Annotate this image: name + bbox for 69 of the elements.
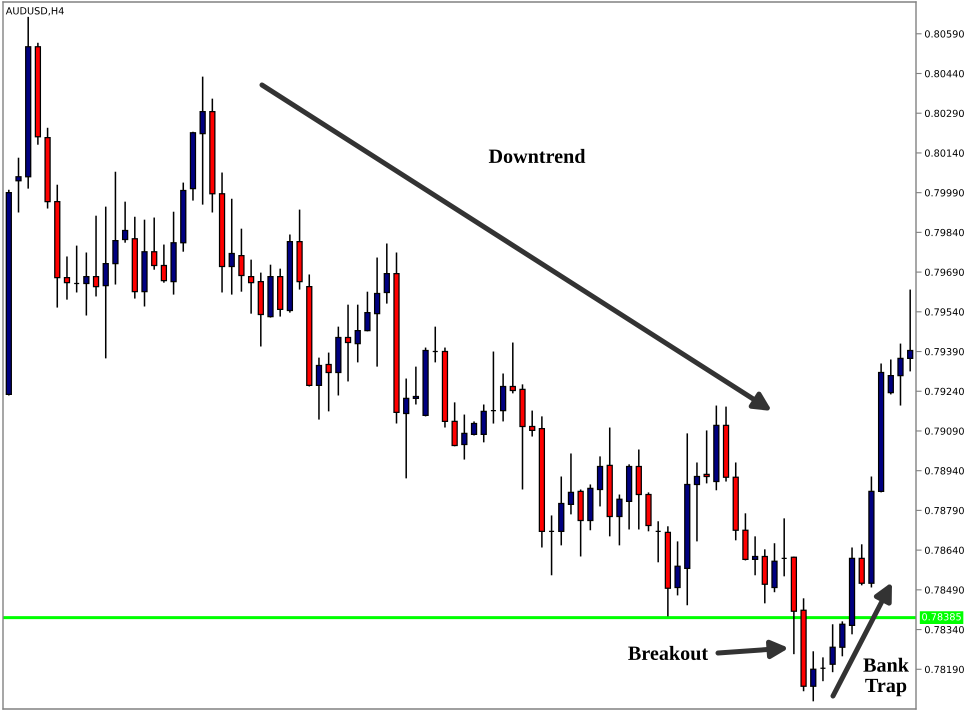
candlestick	[248, 258, 254, 314]
candlestick	[403, 378, 410, 480]
ref-line-label: 0.78385	[922, 613, 961, 620]
candlestick	[752, 536, 758, 576]
y-tick-label: 0.78640	[924, 546, 964, 554]
candlestick	[897, 342, 904, 406]
candlestick	[316, 356, 322, 420]
candlestick	[112, 170, 119, 286]
candlestick	[830, 624, 836, 673]
candlestick	[596, 456, 604, 508]
y-tick-label: 0.79240	[924, 388, 964, 396]
candlestick	[820, 656, 826, 682]
candlestick	[384, 242, 390, 304]
candlestick	[102, 206, 109, 360]
candlestick	[364, 290, 371, 332]
y-tick-label: 0.78490	[924, 586, 964, 594]
candlestick	[432, 326, 438, 364]
candlestick	[888, 358, 894, 396]
annotation: Breakout	[628, 646, 708, 660]
candlestick	[480, 404, 487, 444]
y-tick-label: 0.80290	[924, 110, 964, 118]
candlestick	[83, 252, 90, 316]
y-tick-label: 0.80590	[924, 30, 964, 38]
y-tick-label: 0.80440	[924, 70, 964, 78]
candlestick	[490, 350, 497, 424]
y-tick-label: 0.78790	[924, 506, 964, 514]
candlestick	[470, 420, 478, 436]
candlestick	[694, 462, 700, 542]
candlestick	[839, 620, 846, 658]
candlestick	[510, 342, 516, 394]
y-tick-label: 0.79390	[924, 348, 964, 356]
candlestick	[326, 352, 332, 412]
y-tick-label: 0.78940	[924, 467, 964, 475]
y-tick-label: 0.79690	[924, 268, 964, 276]
candlestick	[655, 520, 662, 564]
candlestick	[160, 244, 168, 284]
candlestick	[674, 540, 681, 596]
candlestick	[907, 288, 914, 372]
candlestick	[354, 304, 361, 364]
y-tick-label: 0.78190	[924, 666, 964, 674]
annotation: Downtrend	[488, 148, 586, 164]
candlestick	[238, 228, 245, 292]
candlestick	[15, 156, 22, 214]
candlestick	[228, 198, 235, 296]
y-tick-label: 0.79540	[924, 308, 964, 316]
candlestick	[200, 76, 206, 206]
y-tick-label: 0.79090	[924, 427, 964, 435]
candlestick	[548, 514, 555, 576]
chart-title: AUDUSD,H4	[6, 7, 64, 16]
candlestick	[704, 430, 710, 484]
candlestick	[810, 650, 816, 702]
candlestick	[122, 200, 128, 244]
y-tick-label: 0.79840	[924, 228, 964, 236]
candlestick	[151, 216, 158, 270]
candlestick	[92, 214, 100, 298]
candlestick	[568, 452, 574, 516]
candlestick	[344, 304, 352, 382]
candlestick	[374, 256, 380, 368]
candlestick	[74, 244, 80, 294]
y-tick-label: 0.78340	[924, 626, 964, 634]
candlestick	[529, 410, 536, 438]
candlestick	[461, 414, 468, 460]
candlestick	[616, 494, 623, 546]
candlestick	[412, 366, 420, 406]
annotation: Bank Trap	[863, 658, 909, 696]
y-tick-label: 0.80140	[924, 149, 964, 157]
candlestick	[781, 518, 788, 578]
y-tick-label: 0.79990	[924, 189, 964, 196]
candlestick	[64, 256, 70, 300]
